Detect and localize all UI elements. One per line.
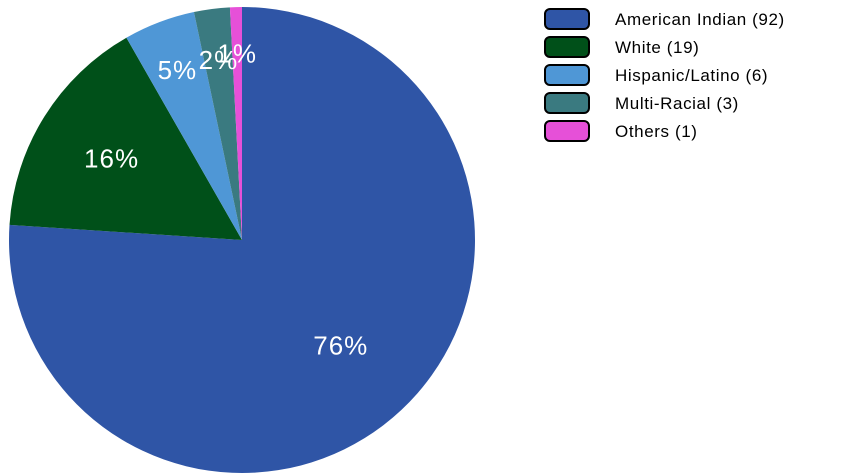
pie-slice-2 — [9, 37, 242, 241]
pie-slice-5 — [229, 7, 242, 240]
legend-swatch — [544, 92, 590, 114]
pie-percent-label: 2% — [199, 45, 239, 75]
legend-label: Hispanic/Latino (6) — [615, 66, 768, 85]
legend-swatch — [544, 120, 590, 142]
pie-percent-label: 16% — [84, 144, 139, 174]
pie-percent-label: 76% — [313, 330, 368, 360]
pie-slice-1 — [9, 7, 476, 473]
pie-percent-label: 1% — [217, 39, 257, 69]
pie-percent-label: 5% — [158, 55, 198, 85]
legend-label: Multi-Racial (3) — [615, 94, 739, 113]
legend-label: American Indian (92) — [615, 10, 785, 29]
pie-slices — [9, 7, 476, 473]
pie-slice-4 — [193, 7, 242, 241]
legend-swatch — [544, 36, 590, 58]
legend-swatch — [544, 8, 590, 30]
pie-percent-labels: 76% 16% 5% 2%1% — [84, 39, 368, 361]
legend-swatch — [544, 64, 590, 86]
legend-label: White (19) — [615, 38, 699, 57]
legend: American Indian (92) White (19) Hispanic/L… — [544, 8, 785, 142]
pie-slice-3 — [126, 12, 242, 240]
legend-label: Others (1) — [615, 122, 698, 141]
